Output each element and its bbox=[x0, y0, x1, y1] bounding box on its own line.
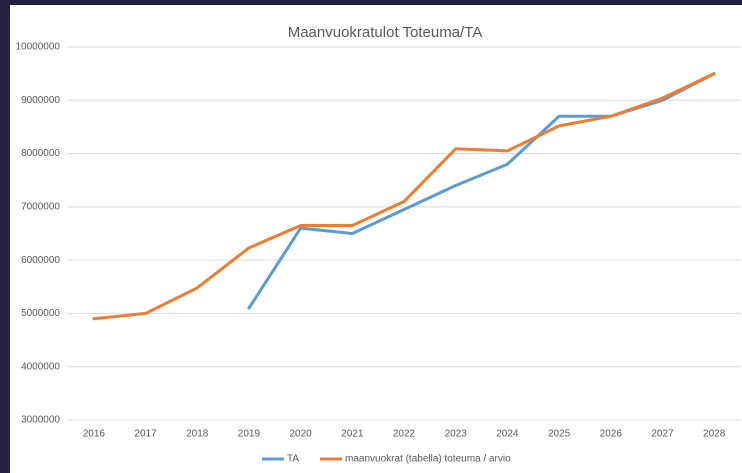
y-tick-label: 10000000 bbox=[16, 42, 61, 53]
x-tick-label: 2024 bbox=[496, 429, 519, 440]
y-tick-label: 5000000 bbox=[21, 308, 60, 319]
x-tick-label: 2023 bbox=[445, 429, 468, 440]
y-tick-label: 8000000 bbox=[21, 148, 60, 159]
x-tick-label: 2019 bbox=[238, 429, 261, 440]
legend-label: maanvuokrat (tabella) toteuma / arvio bbox=[345, 454, 511, 465]
x-tick-label: 2022 bbox=[393, 429, 416, 440]
x-tick-label: 2026 bbox=[600, 429, 623, 440]
x-tick-label: 2028 bbox=[703, 429, 726, 440]
x-tick-label: 2016 bbox=[83, 429, 106, 440]
chart-background bbox=[10, 5, 742, 473]
y-tick-label: 3000000 bbox=[21, 415, 60, 426]
x-tick-label: 2017 bbox=[134, 429, 157, 440]
y-tick-label: 4000000 bbox=[21, 361, 60, 372]
chart-title: Maanvuokratulot Toteuma/TA bbox=[288, 24, 483, 41]
x-tick-label: 2018 bbox=[186, 429, 209, 440]
x-tick-label: 2027 bbox=[651, 429, 674, 440]
x-tick-label: 2025 bbox=[548, 429, 571, 440]
x-tick-label: 2020 bbox=[289, 429, 312, 440]
y-tick-label: 6000000 bbox=[21, 255, 60, 266]
legend-label: TA bbox=[287, 454, 299, 465]
x-tick-label: 2021 bbox=[341, 429, 364, 440]
y-tick-label: 7000000 bbox=[21, 201, 60, 212]
series-line bbox=[92, 72, 716, 321]
y-tick-label: 9000000 bbox=[21, 95, 60, 106]
